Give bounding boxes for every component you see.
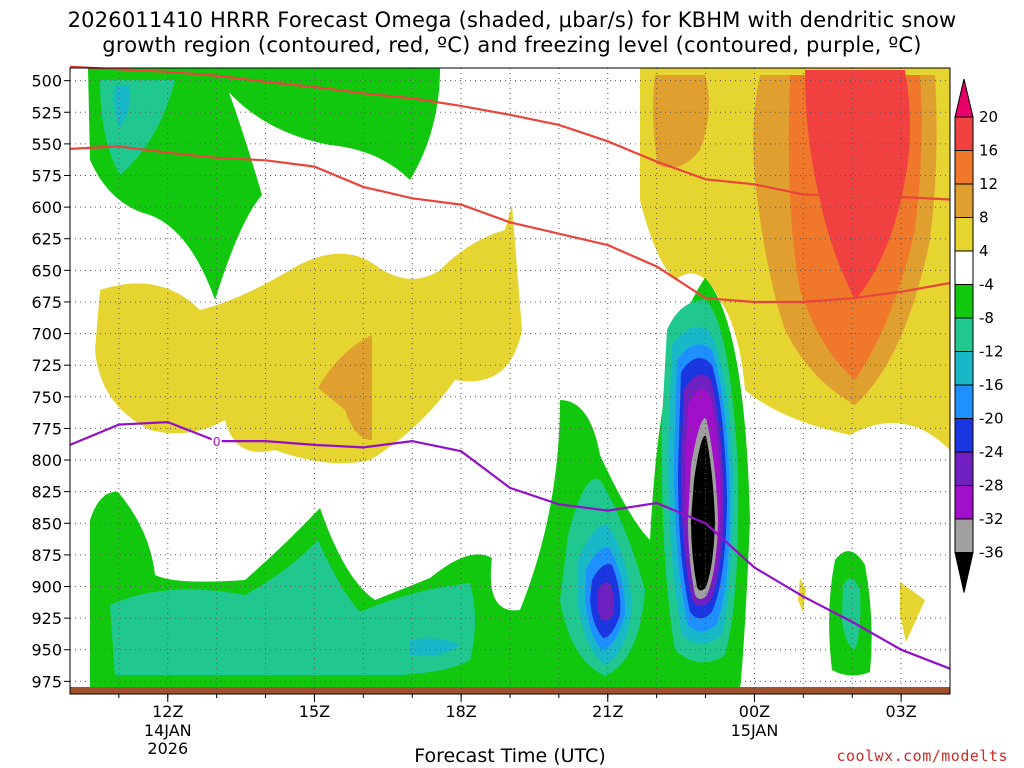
colorbar-level-label: 20 <box>979 108 998 126</box>
omega-shade-neg36 <box>691 435 715 591</box>
y-tick-label: 825 <box>31 483 62 502</box>
y-tick-label: 900 <box>31 578 62 597</box>
omega-shade-4 <box>95 205 522 464</box>
colorbar-swatch <box>954 116 974 151</box>
colorbar-level-label: -12 <box>979 343 1004 361</box>
x-tick-date: 15JAN <box>731 721 779 740</box>
freezing-level-label-bg <box>211 433 222 449</box>
colorbar-swatch <box>954 384 974 419</box>
colorbar-level-label: -8 <box>979 309 994 327</box>
omega-shade-neg12 <box>114 85 131 128</box>
y-tick-label: 975 <box>31 672 62 691</box>
x-tick-label: 18Z <box>445 702 476 721</box>
colorbar-swatch <box>954 518 974 553</box>
y-tick-label: 675 <box>31 293 62 312</box>
x-tick-label: 00Z <box>739 702 770 721</box>
colorbar-level-label: -20 <box>979 410 1004 428</box>
colorbar-swatch <box>954 150 974 185</box>
colorbar-swatch <box>954 284 974 319</box>
y-tick-label: 500 <box>31 72 62 91</box>
colorbar-level-label: 16 <box>979 142 998 160</box>
terrain-strip <box>70 687 950 694</box>
y-tick-label: 525 <box>31 103 62 122</box>
omega-shaded-field <box>88 68 950 690</box>
x-tick-label: 03Z <box>885 702 916 721</box>
grid <box>70 68 950 694</box>
y-tick-label: 725 <box>31 356 62 375</box>
omega-shade-neg8 <box>110 540 475 675</box>
colorbar-level-label: -36 <box>979 544 1004 562</box>
y-tick-label: 850 <box>31 514 62 533</box>
y-axis: 500 525 550 575 600 625 650 675 700 725 750 775 800 8… <box>31 72 70 691</box>
y-tick-label: 750 <box>31 388 62 407</box>
dgz-contour-line <box>69 65 951 201</box>
colorbar-swatch <box>954 485 974 520</box>
dgz-contour-line <box>69 145 951 304</box>
colorbar-level-label: -24 <box>979 443 1004 461</box>
colorbar-swatch <box>954 451 974 486</box>
x-tick-label: 12Z <box>152 702 183 721</box>
colorbar-level-label: 4 <box>979 242 989 260</box>
colorbar-swatch <box>954 183 974 218</box>
colorbar-swatch <box>954 351 974 386</box>
x-tick-label: 21Z <box>592 702 623 721</box>
y-tick-label: 950 <box>31 641 62 660</box>
colorbar: 20 16 12 8 4 -4 -8 -12 -16 -20 -24 -28 -32 -36 <box>954 78 1004 593</box>
colorbar-level-label: 12 <box>979 175 998 193</box>
colorbar-level-label: -4 <box>979 276 994 294</box>
colorbar-level-label: -16 <box>979 376 1004 394</box>
omega-shade-16 <box>805 70 910 300</box>
contour-lines: 0 <box>69 65 951 670</box>
y-tick-label: 575 <box>31 166 62 185</box>
y-tick-label: 600 <box>31 198 62 217</box>
colorbar-swatch <box>954 317 974 352</box>
colorbar-swatch <box>954 217 974 252</box>
colorbar-level-label: -28 <box>979 477 1004 495</box>
y-tick-label: 800 <box>31 451 62 470</box>
colorbar-level-label: -32 <box>979 510 1004 528</box>
omega-shade-4 <box>900 582 925 642</box>
omega-shade-neg24 <box>597 582 615 621</box>
y-tick-label: 550 <box>31 135 62 154</box>
omega-shade-8 <box>653 75 709 168</box>
colorbar-level-label: 8 <box>979 209 989 227</box>
colorbar-swatch <box>954 250 974 285</box>
omega-shade-8 <box>318 335 372 440</box>
y-tick-label: 650 <box>31 261 62 280</box>
y-tick-label: 775 <box>31 419 62 438</box>
x-axis-title: Forecast Time (UTC) <box>414 745 606 767</box>
colorbar-swatch <box>954 418 974 453</box>
y-tick-label: 625 <box>31 230 62 249</box>
x-tick-label: 15Z <box>299 702 330 721</box>
chart-title-line-2: growth region (contoured, red, ºC) and f… <box>102 33 922 57</box>
chart-title-line-1: 2026011410 HRRR Forecast Omega (shaded, … <box>67 8 957 32</box>
y-tick-label: 700 <box>31 325 62 344</box>
y-tick-label: 875 <box>31 546 62 565</box>
x-tick-date: 14JAN <box>144 721 192 740</box>
colorbar-top-arrow <box>954 78 974 118</box>
credit-text: coolwx.com/modelts <box>836 747 1008 765</box>
freezing-level-label: 0 <box>213 435 221 449</box>
omega-shade-neg12 <box>410 638 460 657</box>
x-tick-year: 2026 <box>147 739 188 758</box>
y-tick-label: 925 <box>31 609 62 628</box>
colorbar-bottom-arrow <box>954 552 974 593</box>
omega-shade-neg8 <box>842 578 861 650</box>
